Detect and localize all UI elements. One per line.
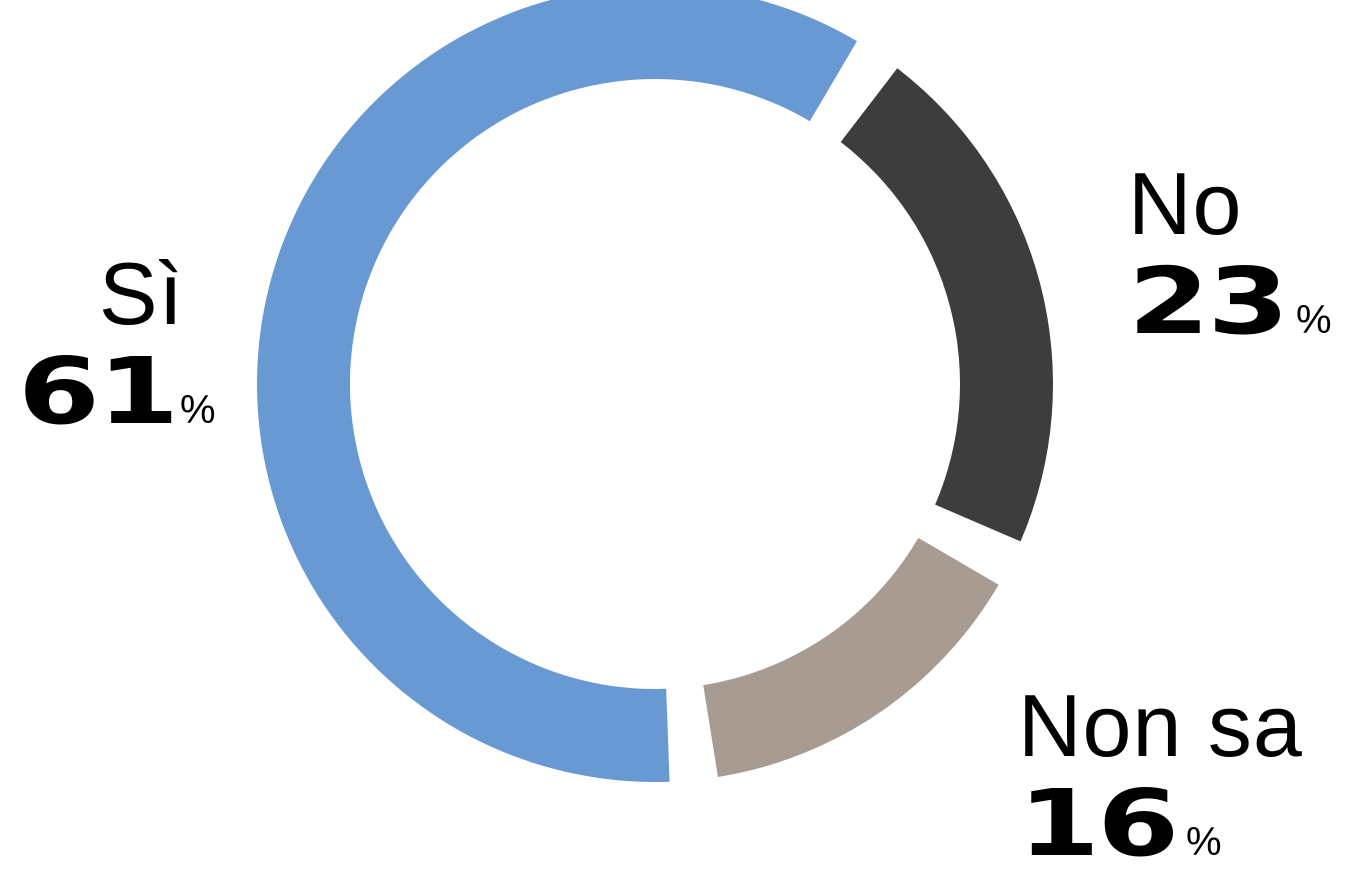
- label-si-value: 61%: [18, 338, 216, 445]
- label-si: Sì 61%: [18, 244, 216, 445]
- label-non-sa-value: 16%: [1018, 778, 1303, 870]
- label-non-sa-number: 16: [1018, 770, 1179, 877]
- label-non-sa: Non sa 16%: [1018, 682, 1303, 870]
- label-si-name: Sì: [98, 244, 184, 343]
- slice-non-sa: [703, 537, 999, 777]
- donut-slices: [257, 0, 1054, 782]
- label-no-name: No: [1128, 154, 1243, 253]
- label-no: No 23%: [1128, 160, 1332, 348]
- label-no-unit: %: [1296, 298, 1332, 342]
- label-si-unit: %: [180, 388, 216, 432]
- label-no-value: 23%: [1128, 256, 1332, 348]
- label-non-sa-name: Non sa: [1018, 676, 1303, 775]
- slice-si: [257, 0, 857, 782]
- label-no-number: 23: [1128, 248, 1289, 355]
- label-si-number: 61: [18, 338, 179, 445]
- label-non-sa-unit: %: [1186, 820, 1222, 864]
- slice-no: [840, 68, 1054, 542]
